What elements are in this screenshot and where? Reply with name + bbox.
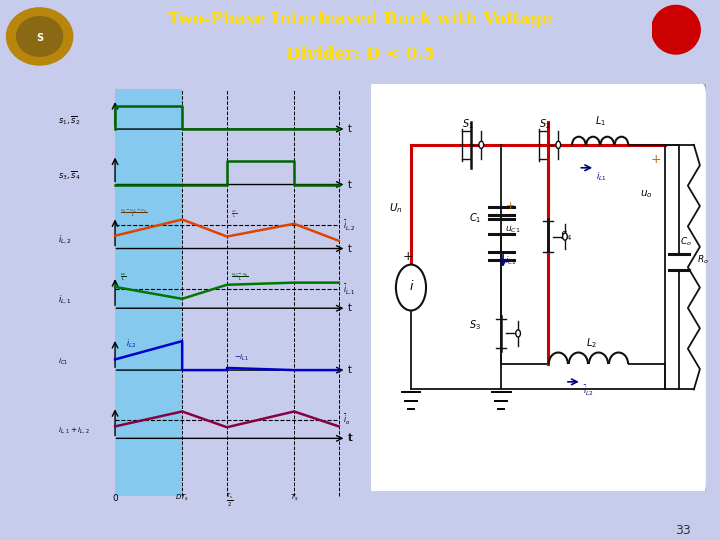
Text: $R_o$: $R_o$ — [696, 253, 708, 266]
FancyBboxPatch shape — [372, 89, 712, 504]
Text: t: t — [348, 365, 352, 375]
Text: $i_{L,2}$: $i_{L,2}$ — [58, 234, 72, 246]
Circle shape — [556, 141, 561, 149]
Text: $-i_{L1}$: $-i_{L1}$ — [234, 353, 249, 363]
Circle shape — [396, 265, 426, 310]
Circle shape — [562, 233, 567, 240]
Text: $\frac{u_o}{L}$: $\frac{u_o}{L}$ — [120, 272, 126, 283]
Text: $U_n$: $U_n$ — [390, 201, 403, 215]
FancyBboxPatch shape — [367, 81, 707, 496]
Text: $\frac{u_o}{L}$: $\frac{u_o}{L}$ — [231, 209, 238, 220]
Text: $i_{C1}$: $i_{C1}$ — [58, 356, 68, 367]
Text: Divider: D < 0.5: Divider: D < 0.5 — [286, 46, 434, 63]
Text: $L_1$: $L_1$ — [595, 114, 606, 129]
Text: +: + — [402, 251, 413, 264]
Text: $S_3$: $S_3$ — [469, 318, 481, 332]
Text: $\bar{i}_o$: $\bar{i}_o$ — [343, 413, 351, 427]
Text: $\frac{u_n-u_{c1}-u_o}{L}$: $\frac{u_n-u_{c1}-u_o}{L}$ — [120, 207, 147, 219]
Circle shape — [479, 141, 484, 149]
Text: $\bar{i}_{L,2}$: $\bar{i}_{L,2}$ — [343, 219, 356, 232]
Text: 33: 33 — [675, 524, 691, 537]
Text: t: t — [349, 433, 353, 443]
Text: t: t — [348, 303, 352, 313]
Text: $i_{L2}$: $i_{L2}$ — [126, 338, 136, 350]
Text: t: t — [348, 179, 352, 190]
Text: S: S — [36, 33, 43, 43]
Text: $L_2$: $L_2$ — [586, 336, 598, 350]
Text: i: i — [409, 280, 413, 293]
Text: $i_{L,1}$: $i_{L,1}$ — [58, 294, 71, 306]
Text: $S_2$: $S_2$ — [539, 117, 551, 131]
Text: $\bar{i}_{L,1}$: $\bar{i}_{L,1}$ — [343, 282, 356, 295]
Text: $C_o$: $C_o$ — [680, 235, 693, 248]
Text: $S_1$: $S_1$ — [462, 117, 474, 131]
Text: $i_{C1}$: $i_{C1}$ — [505, 254, 517, 267]
Text: +: + — [505, 200, 515, 211]
Text: t: t — [348, 244, 352, 253]
Text: $\bar{i}_{L2}$: $\bar{i}_{L2}$ — [583, 383, 594, 397]
Text: $C_1$: $C_1$ — [469, 211, 481, 225]
Text: $T_s$: $T_s$ — [289, 493, 298, 503]
Text: $i_{L,1}+i_{L,2}$: $i_{L,1}+i_{L,2}$ — [58, 425, 90, 435]
Polygon shape — [115, 89, 182, 496]
Text: 0: 0 — [112, 494, 118, 503]
Circle shape — [17, 17, 63, 56]
Text: $s_3,\overline{s}_4$: $s_3,\overline{s}_4$ — [58, 170, 81, 183]
Text: Two-Phase Interleaved Buck with Voltage: Two-Phase Interleaved Buck with Voltage — [168, 11, 552, 28]
Text: $u_{C1}$: $u_{C1}$ — [505, 225, 521, 235]
Text: $i_{L1}$: $i_{L1}$ — [595, 170, 606, 183]
Text: t: t — [348, 124, 352, 134]
Text: $s_1,\overline{s}_2$: $s_1,\overline{s}_2$ — [58, 114, 80, 127]
Text: $\frac{u_{c1}-u_o}{L}$: $\frac{u_{c1}-u_o}{L}$ — [231, 272, 249, 284]
Text: t: t — [348, 433, 352, 443]
Text: $DT_s$: $DT_s$ — [175, 493, 189, 503]
Circle shape — [652, 5, 700, 54]
Text: $S_4$: $S_4$ — [560, 230, 572, 244]
Circle shape — [6, 8, 73, 65]
Circle shape — [516, 330, 521, 337]
Text: $u_o$: $u_o$ — [640, 188, 653, 200]
Text: +: + — [650, 153, 661, 166]
Text: $\frac{T_s}{2}$: $\frac{T_s}{2}$ — [226, 491, 234, 509]
